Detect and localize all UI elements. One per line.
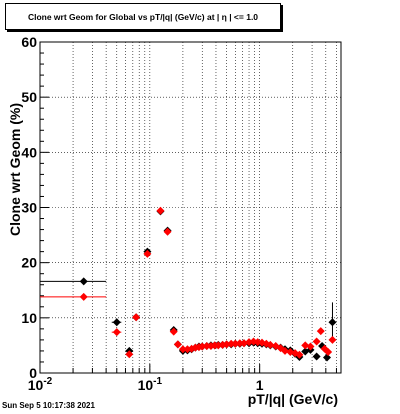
data-point-red: [328, 335, 337, 344]
y-tick-label: 20: [21, 255, 37, 271]
data-point-red: [173, 340, 182, 349]
data-point-red: [156, 206, 165, 215]
y-tick-label: 50: [21, 89, 37, 105]
data-point-red: [312, 337, 321, 346]
x-tick-label: 1: [256, 377, 264, 393]
y-tick-label: 40: [21, 144, 37, 160]
data-point-red: [143, 249, 152, 258]
data-point-red: [112, 328, 121, 337]
data-point-red: [324, 348, 333, 357]
data-point-red: [132, 313, 141, 322]
y-axis-label: Clone wrt Geom (%): [7, 102, 23, 236]
data-point-black: [328, 318, 337, 327]
y-tick-label: 60: [21, 34, 37, 50]
data-point-red: [306, 342, 315, 351]
data-point-red: [202, 341, 211, 350]
data-point-red: [125, 350, 134, 359]
data-point-red: [227, 339, 236, 348]
data-point-red: [316, 327, 325, 336]
data-point-red: [163, 227, 172, 236]
data-point-red: [266, 340, 275, 349]
data-point-red: [280, 346, 289, 355]
data-point-red: [79, 292, 88, 301]
data-point-red: [301, 341, 310, 350]
data-point-black: [312, 352, 321, 361]
x-axis-label: pT/|q| (GeV/c): [247, 391, 338, 407]
data-point-black: [79, 277, 88, 286]
data-point-red: [295, 350, 304, 359]
y-tick-label: 30: [21, 200, 37, 216]
data-point-red: [178, 345, 187, 354]
tick-label-layer: 0 10 20 30 40 50 60 10-2 10-1 1: [21, 34, 263, 393]
timestamp: Sun Sep 5 10:17:38 2021: [2, 401, 95, 410]
axis-layer: [39, 41, 342, 374]
chart-title: Clone wrt Geom for Global vs pT/|q| (GeV…: [5, 3, 281, 30]
data-point-black: [112, 318, 121, 327]
x-tick-label: 10-2: [28, 376, 53, 393]
y-tick-label: 0: [29, 365, 37, 381]
data-point-red: [169, 327, 178, 336]
data-point-black: [322, 353, 331, 362]
y-tick-label: 10: [21, 310, 37, 326]
x-tick-label: 10-1: [138, 376, 163, 393]
data-point-red: [235, 339, 244, 348]
grid-layer: [39, 42, 341, 373]
mark-layer: [40, 206, 337, 362]
